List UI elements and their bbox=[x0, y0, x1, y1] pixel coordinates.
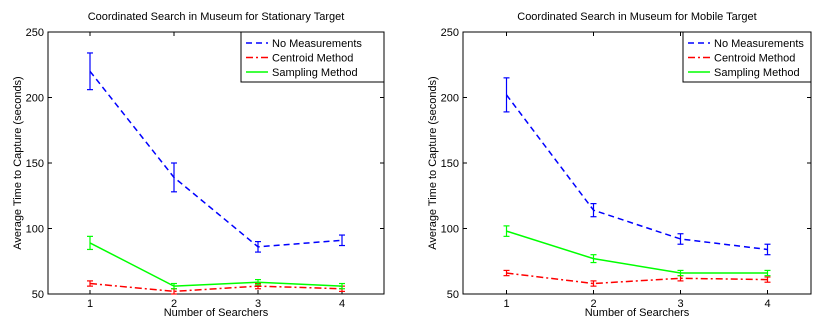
x-tick-label: 3 bbox=[255, 298, 261, 310]
chart-stationary-target: Coordinated Search in Museum for Station… bbox=[12, 11, 385, 319]
x-tick-label: 1 bbox=[87, 298, 93, 310]
x-tick-label: 2 bbox=[171, 298, 177, 310]
y-tick-label: 100 bbox=[26, 224, 44, 236]
x-axis-label: Number of Searchers bbox=[164, 307, 269, 319]
legend: No Measurements Centroid Method Sampling M… bbox=[682, 31, 812, 83]
y-tick-label: 50 bbox=[447, 289, 459, 301]
x-tick-label: 4 bbox=[764, 298, 770, 310]
series-sampling-method bbox=[503, 225, 771, 277]
legend-label: No Measurements bbox=[272, 38, 362, 50]
series-sampling-method bbox=[87, 235, 345, 290]
chart-mobile-target: Coordinated Search in Museum for Mobile … bbox=[427, 11, 812, 319]
y-tick-label: 250 bbox=[441, 27, 459, 39]
series-line bbox=[506, 230, 768, 274]
y-tick-label: 50 bbox=[32, 289, 44, 301]
x-axis-label: Number of Searchers bbox=[585, 307, 690, 319]
y-axis-label: Average Time to Capture (seconds) bbox=[427, 76, 439, 249]
series-no-measurements bbox=[87, 52, 345, 253]
series-line bbox=[505, 94, 768, 251]
legend: No Measurements Centroid Method Sampling M… bbox=[240, 31, 385, 83]
legend-label: Centroid Method bbox=[272, 53, 353, 65]
y-tick-label: 250 bbox=[26, 27, 44, 39]
y-axis-label: Average Time to Capture (seconds) bbox=[12, 76, 24, 249]
series-no-measurements bbox=[503, 77, 771, 256]
chart-title: Coordinated Search in Museum for Mobile … bbox=[517, 11, 756, 23]
y-tick-label: 150 bbox=[26, 158, 44, 170]
x-tick-label: 2 bbox=[590, 298, 596, 310]
legend-label: Sampling Method bbox=[714, 67, 800, 79]
legend-label: No Measurements bbox=[714, 38, 804, 50]
legend-label: Centroid Method bbox=[714, 53, 795, 65]
y-tick-label: 200 bbox=[441, 93, 459, 105]
series-line bbox=[89, 242, 343, 287]
x-tick-label: 4 bbox=[339, 298, 345, 310]
x-tick-label: 3 bbox=[677, 298, 683, 310]
y-tick-label: 100 bbox=[441, 224, 459, 236]
legend-label: Sampling Method bbox=[272, 67, 358, 79]
y-tick-label: 200 bbox=[26, 93, 44, 105]
series-line bbox=[89, 282, 343, 293]
series-line bbox=[506, 272, 768, 285]
y-tick-label: 150 bbox=[441, 158, 459, 170]
x-tick-label: 1 bbox=[503, 298, 509, 310]
chart-title: Coordinated Search in Museum for Station… bbox=[88, 11, 345, 23]
